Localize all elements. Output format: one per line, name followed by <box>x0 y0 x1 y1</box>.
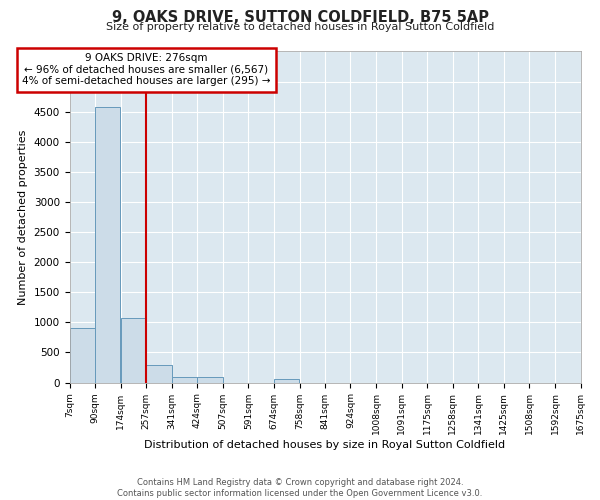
Bar <box>95 107 121 382</box>
Text: 9 OAKS DRIVE: 276sqm
← 96% of detached houses are smaller (6,567)
4% of semi-det: 9 OAKS DRIVE: 276sqm ← 96% of detached h… <box>22 53 271 86</box>
X-axis label: Distribution of detached houses by size in Royal Sutton Coldfield: Distribution of detached houses by size … <box>145 440 506 450</box>
Y-axis label: Number of detached properties: Number of detached properties <box>18 130 28 304</box>
Bar <box>70 328 95 382</box>
Bar <box>146 364 172 382</box>
Bar <box>274 379 299 382</box>
Text: Size of property relative to detached houses in Royal Sutton Coldfield: Size of property relative to detached ho… <box>106 22 494 32</box>
Bar <box>121 318 146 382</box>
Bar <box>172 376 197 382</box>
Text: Contains HM Land Registry data © Crown copyright and database right 2024.
Contai: Contains HM Land Registry data © Crown c… <box>118 478 482 498</box>
Text: 9, OAKS DRIVE, SUTTON COLDFIELD, B75 5AP: 9, OAKS DRIVE, SUTTON COLDFIELD, B75 5AP <box>112 10 488 25</box>
Bar <box>197 376 223 382</box>
